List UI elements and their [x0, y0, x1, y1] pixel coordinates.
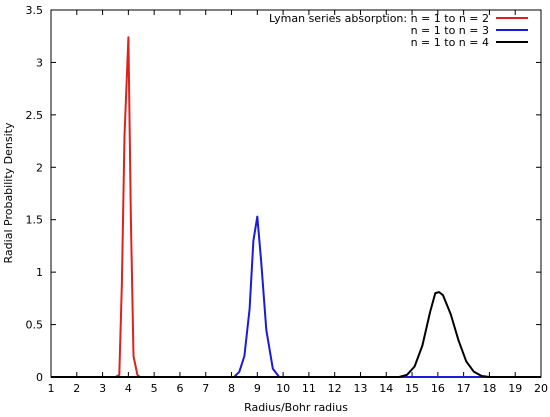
x-tick-label: 10	[276, 382, 290, 395]
x-tick-label: 2	[73, 382, 80, 395]
legend-label-2: n = 1 to n = 3	[411, 24, 489, 37]
y-tick-label: 3	[36, 56, 43, 69]
series-line-1	[51, 36, 541, 378]
x-tick-label: 14	[379, 382, 393, 395]
x-tick-label: 3	[99, 382, 106, 395]
x-tick-label: 9	[254, 382, 261, 395]
x-tick-label: 4	[125, 382, 132, 395]
y-axis-title: Radial Probability Density	[2, 122, 15, 263]
series-layer	[51, 36, 541, 378]
y-tick-label: 0	[36, 371, 43, 384]
series-line-2	[51, 215, 541, 378]
y-tick-label: 1.5	[26, 214, 44, 227]
x-tick-label: 13	[353, 382, 367, 395]
legend: Lyman series absorption: n = 1 to n = 2n…	[269, 12, 528, 49]
x-tick-label: 17	[457, 382, 471, 395]
y-tick-label: 0.5	[26, 319, 44, 332]
y-tick-label: 2	[36, 161, 43, 174]
y-tick-label: 2.5	[26, 109, 44, 122]
x-tick-label: 8	[228, 382, 235, 395]
x-axis-ticks: 1 2 3 4 5 6 7 8 9 10 11 12 13 14 15 16 17 18 19 20	[48, 10, 548, 395]
x-tick-label: 20	[534, 382, 548, 395]
legend-label-1: Lyman series absorption: n = 1 to n = 2	[269, 12, 489, 25]
y-axis-ticks: 0 0.5 1 1.5 2 2.5 3 3.5	[26, 4, 541, 384]
x-tick-label: 5	[151, 382, 158, 395]
x-tick-label: 12	[328, 382, 342, 395]
x-tick-label: 18	[482, 382, 496, 395]
x-tick-label: 11	[302, 382, 316, 395]
plot-area-frame	[50, 9, 542, 378]
series-line-3	[51, 291, 541, 378]
x-tick-label: 16	[431, 382, 445, 395]
x-axis-title: Radius/Bohr radius	[244, 401, 348, 414]
x-tick-label: 19	[508, 382, 522, 395]
x-tick-label: 6	[176, 382, 183, 395]
x-tick-label: 15	[405, 382, 419, 395]
y-tick-label: 1	[36, 266, 43, 279]
x-tick-label: 1	[48, 382, 55, 395]
x-tick-label: 7	[202, 382, 209, 395]
legend-label-3: n = 1 to n = 4	[411, 36, 489, 49]
y-tick-label: 3.5	[26, 4, 44, 17]
